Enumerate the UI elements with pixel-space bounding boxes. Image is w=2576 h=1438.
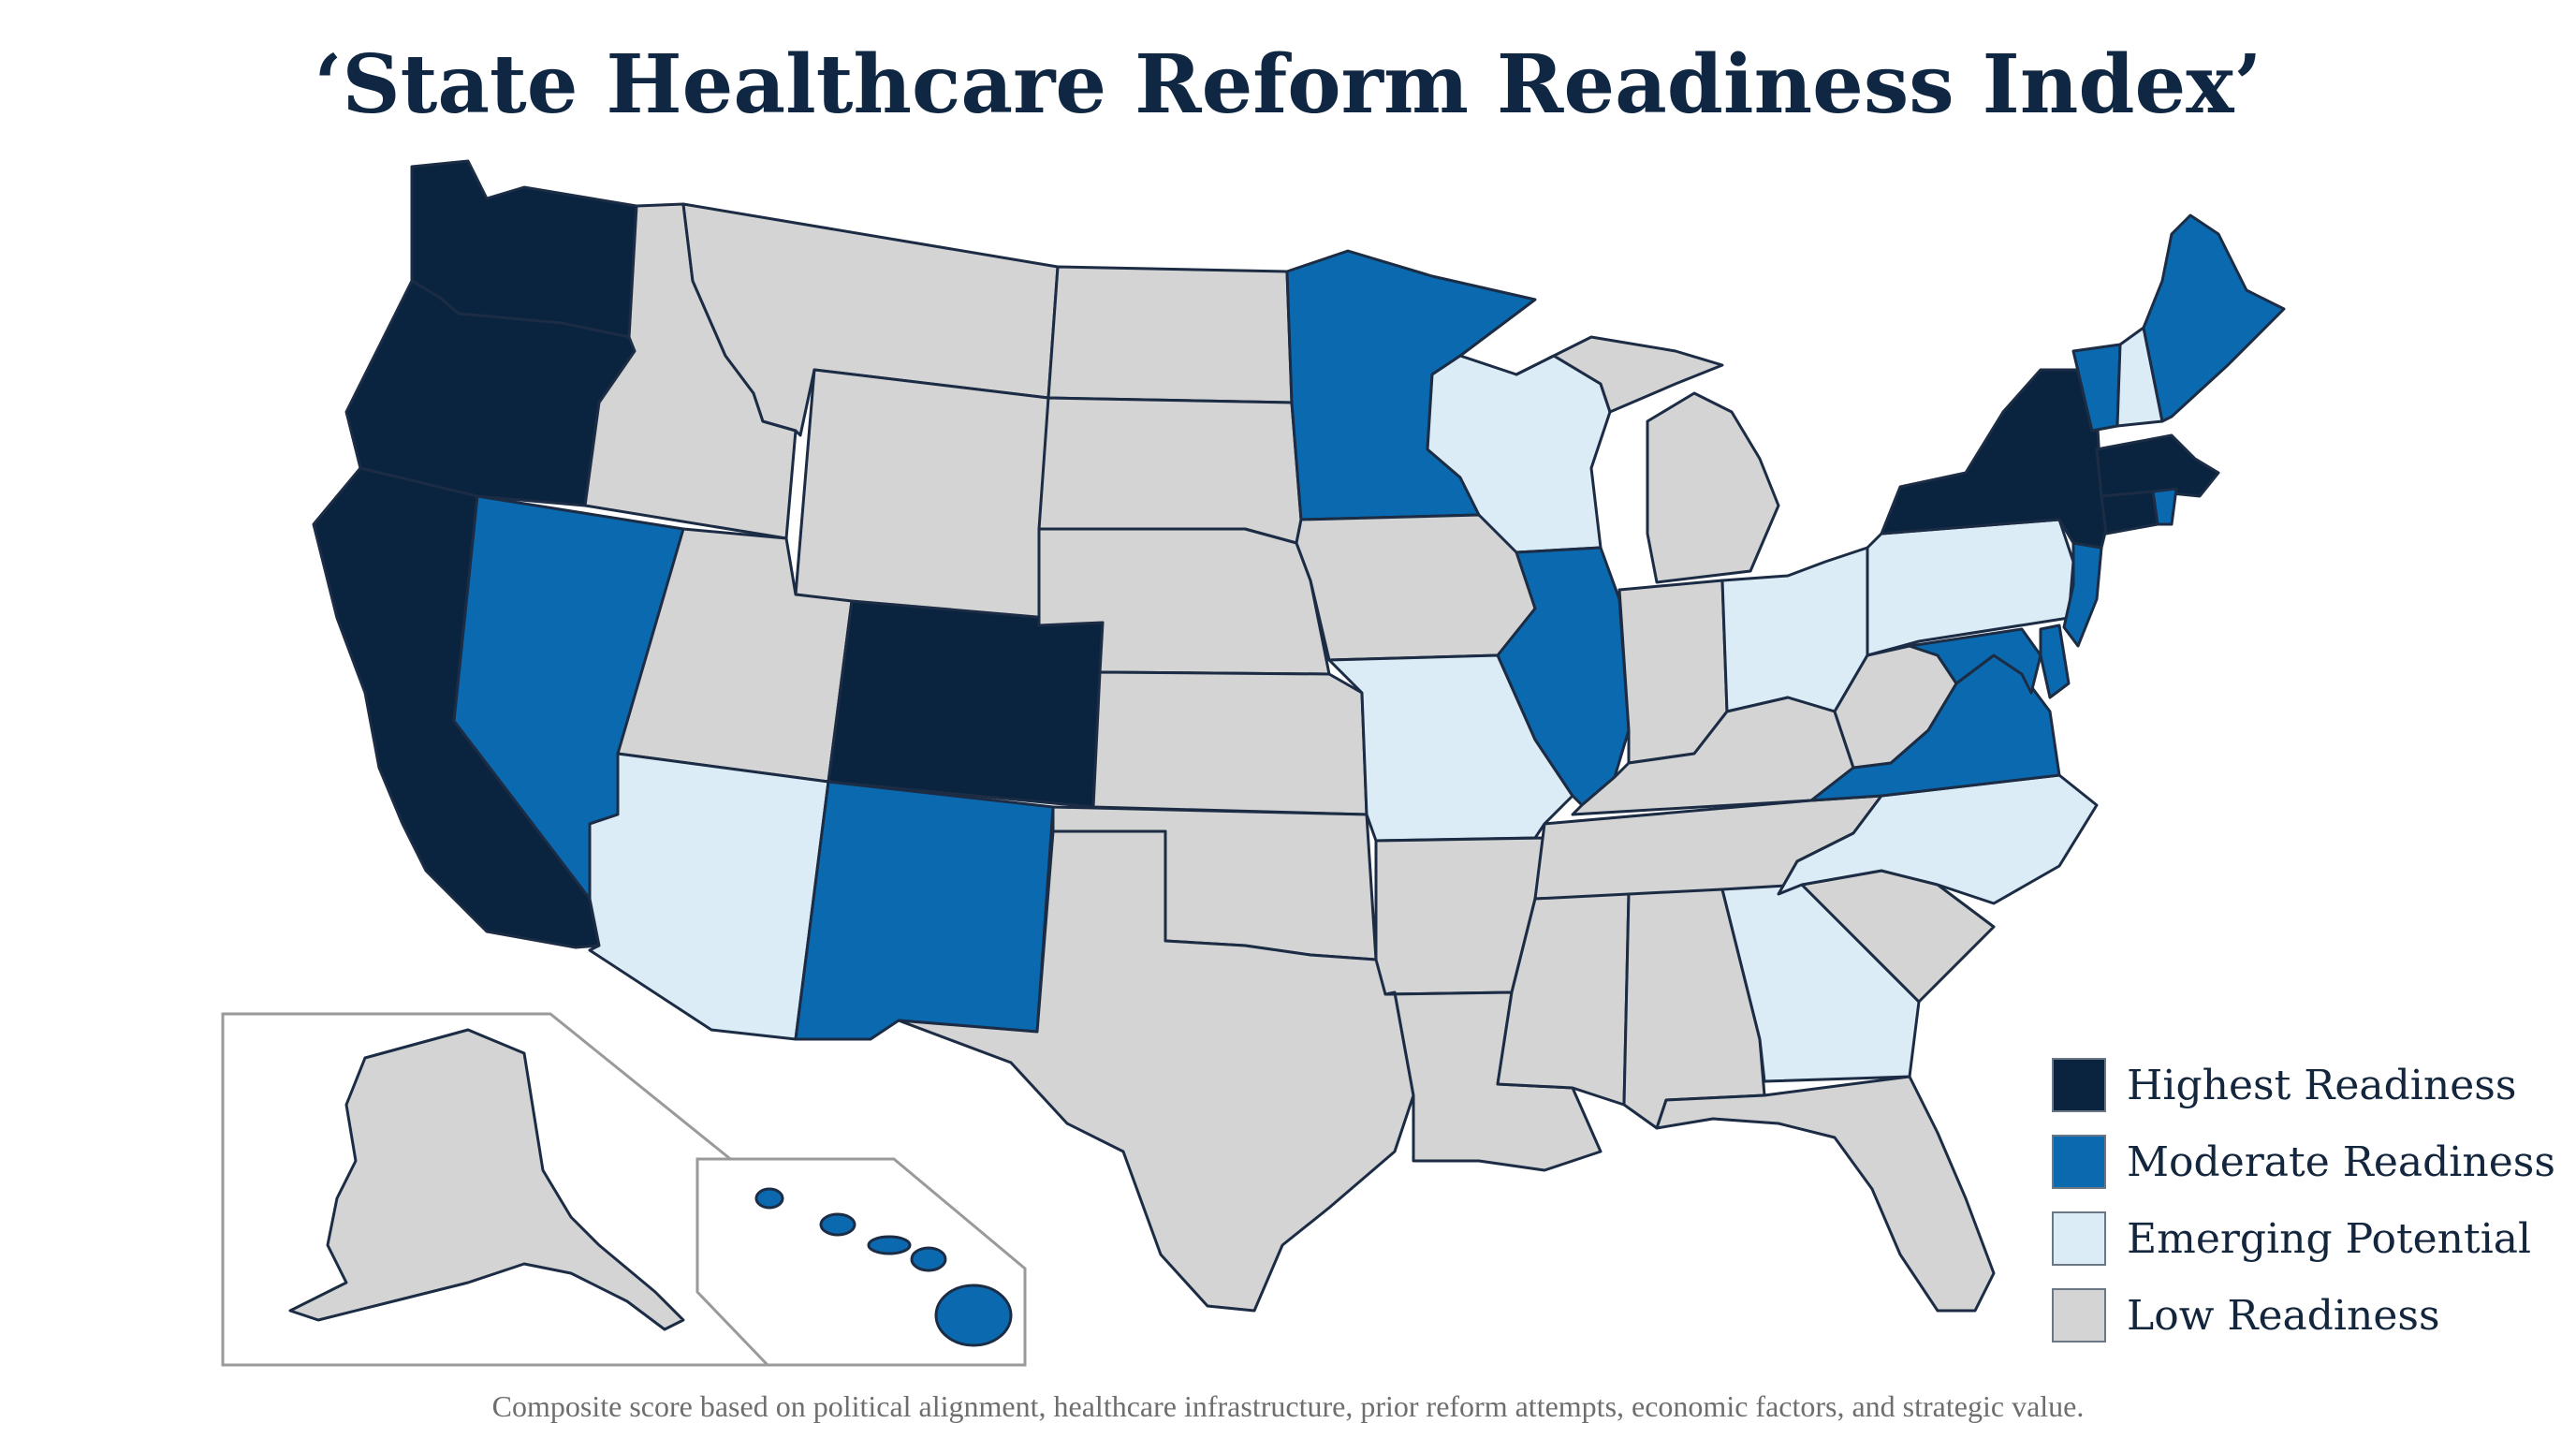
state-CO[interactable] (827, 599, 1105, 809)
map-title: ‘State Healthcare Reform Readiness Index… (314, 37, 2262, 132)
legend-swatch-emerging (2052, 1211, 2106, 1266)
state-AZ[interactable] (588, 752, 830, 1041)
state-KS[interactable] (1091, 670, 1368, 816)
legend-item-highest: Highest Readiness (2052, 1047, 2557, 1123)
legend-label: Low Readiness (2127, 1291, 2440, 1340)
state-CT[interactable] (2100, 490, 2159, 536)
legend-label: Emerging Potential (2127, 1214, 2532, 1263)
legend-item-moderate: Moderate Readiness (2052, 1123, 2557, 1200)
legend-swatch-low (2052, 1288, 2106, 1343)
state-MI[interactable] (1515, 335, 1780, 584)
state-MD[interactable] (1908, 627, 2042, 695)
legend-item-emerging: Emerging Potential (2052, 1200, 2557, 1277)
legend-swatch-moderate (2052, 1135, 2106, 1189)
state-NY[interactable] (1880, 368, 2108, 550)
state-ME[interactable] (2142, 213, 2286, 423)
legend-label: Moderate Readiness (2127, 1137, 2555, 1186)
state-AK[interactable] (288, 1028, 685, 1331)
state-ND[interactable] (1046, 265, 1294, 404)
legend-item-low: Low Readiness (2052, 1277, 2557, 1354)
state-NC[interactable] (1777, 773, 2099, 905)
legend-swatch-highest (2052, 1058, 2106, 1112)
state-SD[interactable] (1037, 396, 1303, 545)
state-MA[interactable] (2095, 433, 2220, 498)
legend: Highest Readiness Moderate Readiness Emerg… (2052, 1047, 2557, 1354)
state-FL[interactable] (1655, 1075, 1996, 1313)
state-DE[interactable] (2039, 624, 2071, 699)
state-NM[interactable] (794, 780, 1055, 1041)
state-WY[interactable] (794, 368, 1050, 627)
state-HI[interactable] (754, 1187, 1013, 1347)
footnote: Composite score based on political align… (491, 1389, 2085, 1423)
state-TX[interactable] (897, 829, 1415, 1313)
legend-label: Highest Readiness (2127, 1061, 2517, 1109)
